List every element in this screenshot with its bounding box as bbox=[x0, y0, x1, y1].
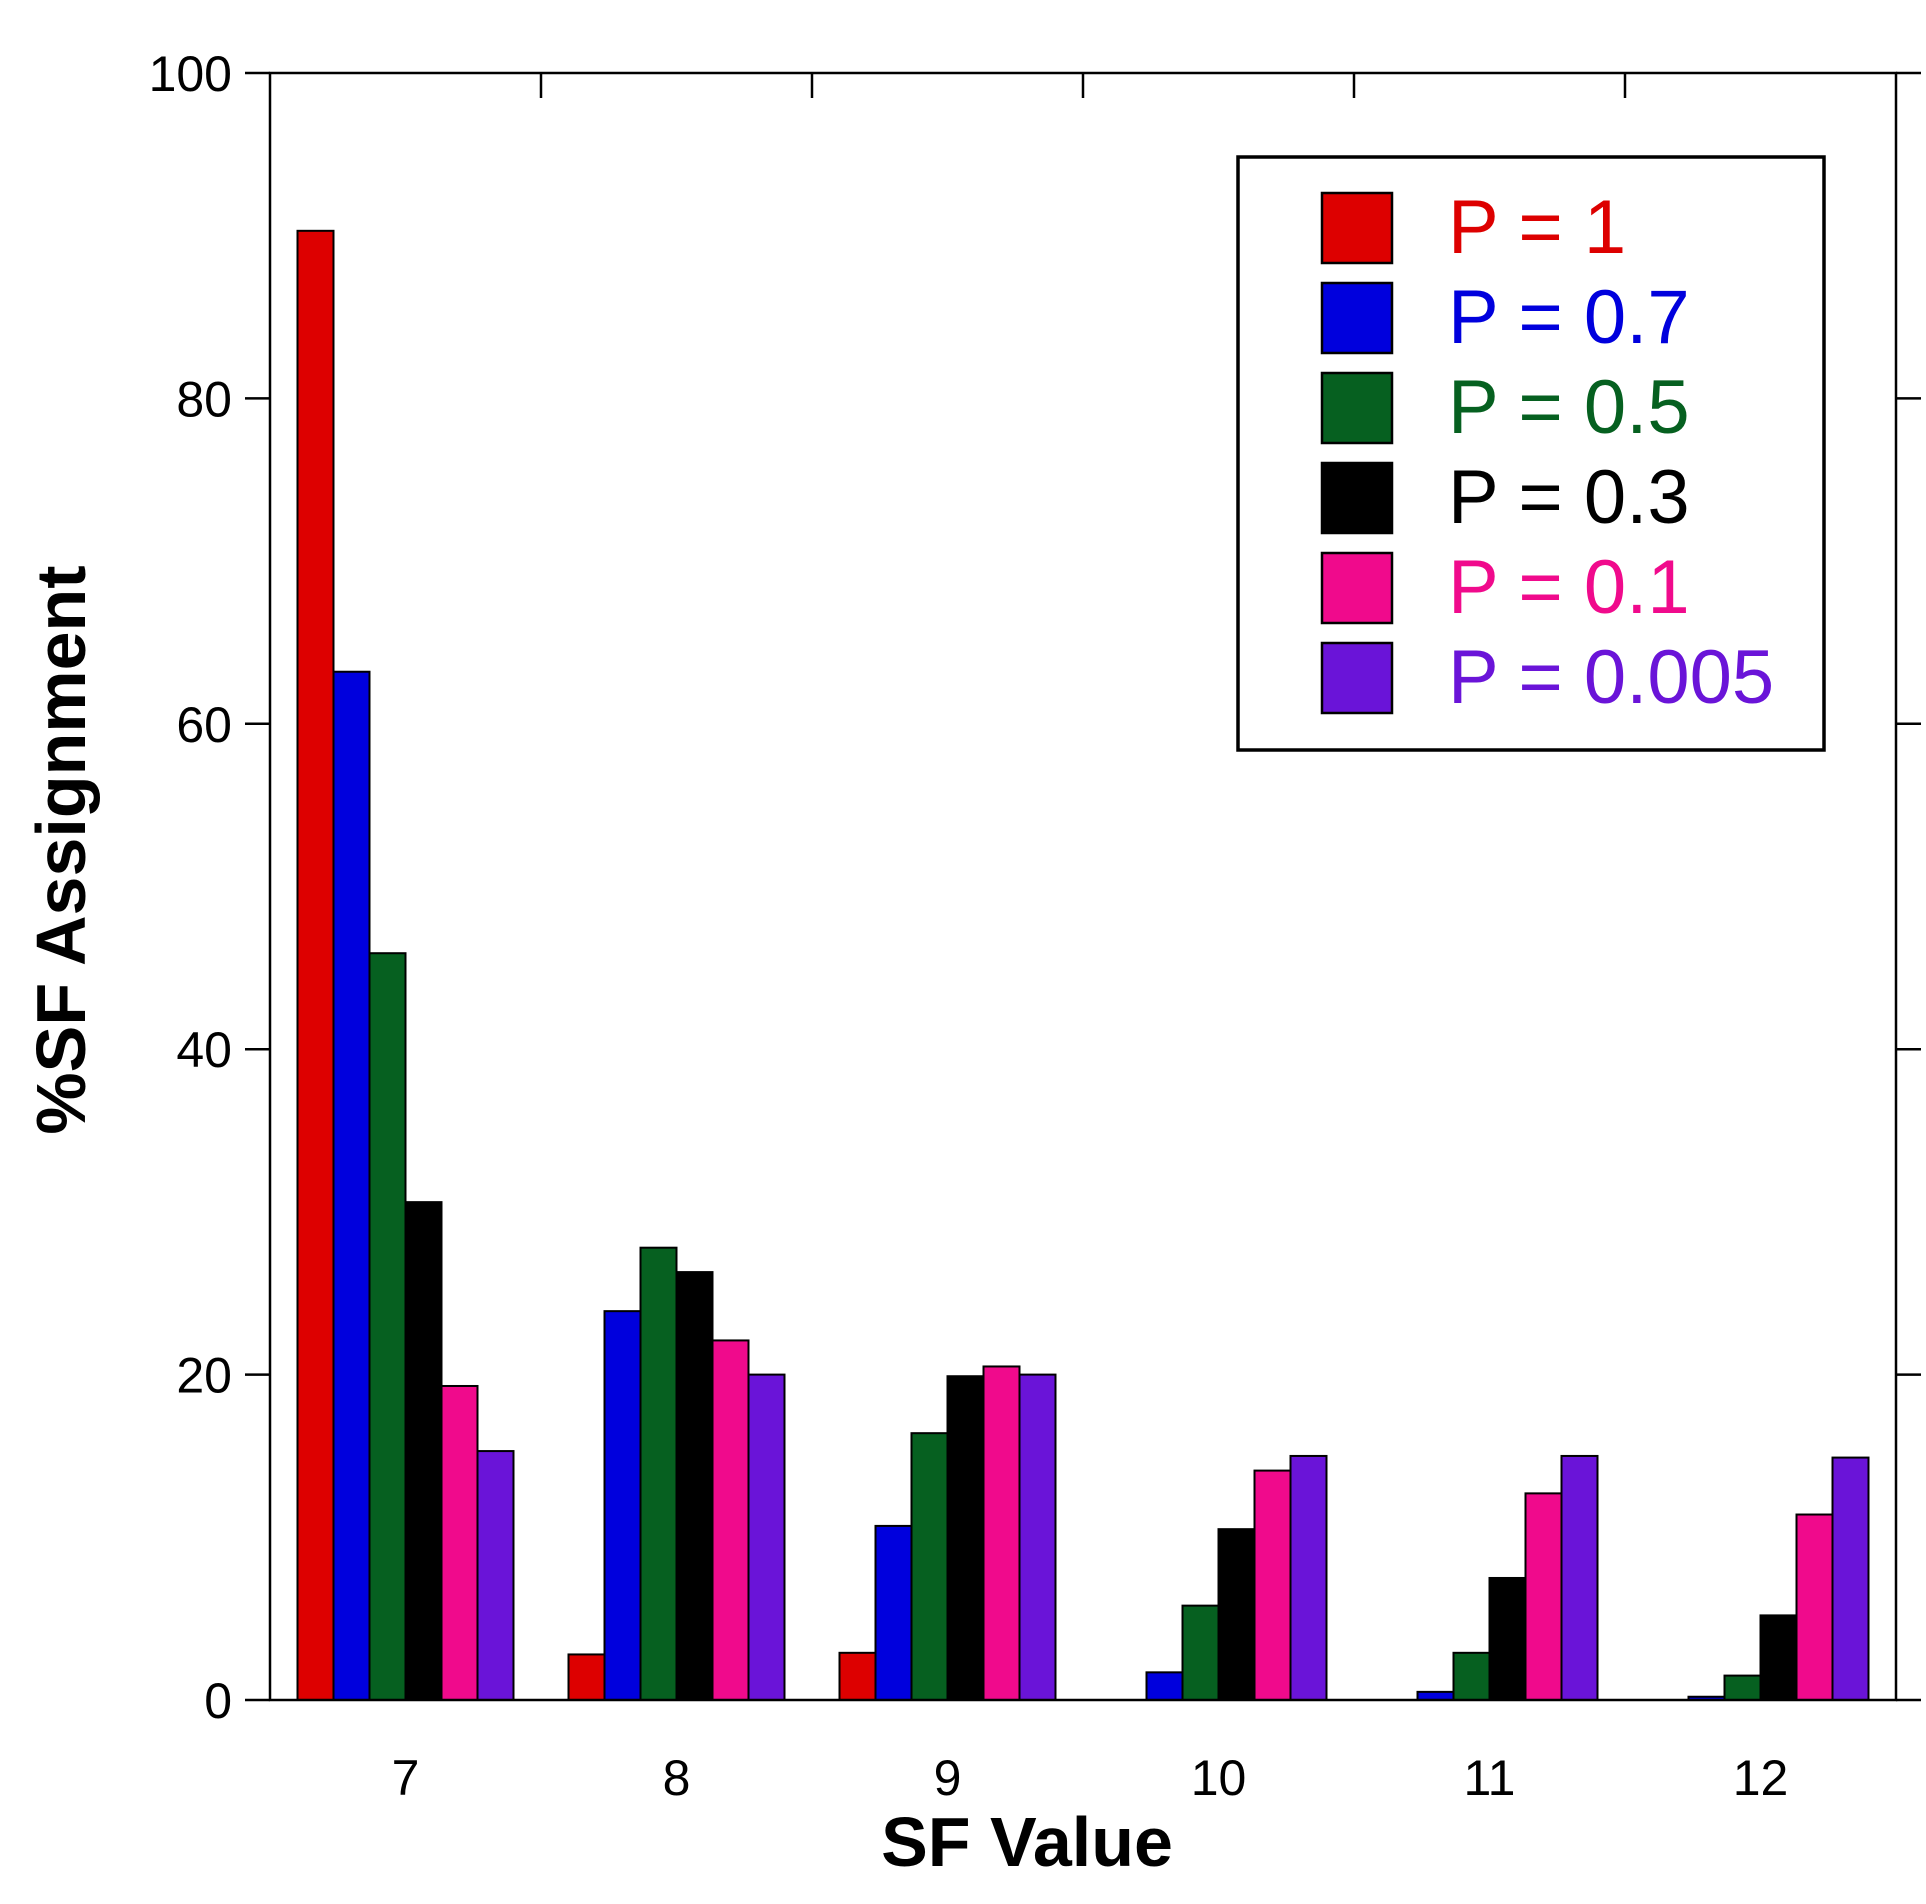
bar-P1-sf9 bbox=[838, 1651, 877, 1702]
y-tick-label: 100 bbox=[149, 46, 232, 102]
x-axis-title: SF Value bbox=[881, 1803, 1173, 1881]
legend-swatch bbox=[1320, 641, 1394, 715]
bar-P0_1-sf11 bbox=[1524, 1492, 1563, 1701]
legend-label: P = 0.5 bbox=[1448, 365, 1690, 450]
y-tick-label: 80 bbox=[176, 371, 232, 427]
bar-P0_7-sf10 bbox=[1145, 1671, 1184, 1701]
x-tick-label: 8 bbox=[663, 1750, 691, 1806]
legend-label: P = 0.1 bbox=[1448, 545, 1690, 630]
x-tick-label: 12 bbox=[1733, 1750, 1789, 1806]
legend-swatch bbox=[1320, 371, 1394, 445]
legend: P = 1P = 0.7P = 0.5P = 0.3P = 0.1P = 0.0… bbox=[1236, 155, 1826, 752]
bar-P0_7-sf8 bbox=[603, 1310, 642, 1701]
y-tick-label: 0 bbox=[204, 1673, 232, 1729]
y-tick-label: 20 bbox=[176, 1348, 232, 1404]
bar-P0_1-sf7 bbox=[440, 1384, 479, 1701]
x-tick-label: 10 bbox=[1191, 1750, 1247, 1806]
y-tick-label: 40 bbox=[176, 1022, 232, 1078]
legend-label: P = 0.005 bbox=[1448, 635, 1774, 720]
bar-P0_7-sf9 bbox=[874, 1524, 913, 1702]
bar-P0_005-sf12 bbox=[1831, 1456, 1870, 1702]
bar-P0_005-sf8 bbox=[747, 1373, 786, 1701]
bar-P0_1-sf12 bbox=[1795, 1513, 1834, 1701]
legend-label: P = 0.7 bbox=[1448, 275, 1690, 360]
legend-swatch bbox=[1320, 461, 1394, 535]
bar-P1-sf8 bbox=[567, 1653, 606, 1701]
legend-label: P = 0.3 bbox=[1448, 455, 1690, 540]
bar-P0_5-sf7 bbox=[368, 952, 407, 1701]
bar-P0_005-sf9 bbox=[1018, 1373, 1057, 1701]
bar-P0_3-sf11 bbox=[1488, 1576, 1527, 1701]
bar-P1-sf7 bbox=[296, 229, 335, 1702]
legend-swatch bbox=[1320, 551, 1394, 625]
bar-P0_005-sf7 bbox=[476, 1450, 515, 1701]
bar-P0_005-sf10 bbox=[1289, 1454, 1328, 1701]
bar-P0_5-sf11 bbox=[1452, 1651, 1491, 1702]
legend-swatch bbox=[1320, 281, 1394, 355]
bar-P0_3-sf9 bbox=[946, 1375, 985, 1702]
bar-P0_3-sf12 bbox=[1759, 1614, 1798, 1701]
bar-P0_5-sf12 bbox=[1723, 1674, 1762, 1701]
bar-P0_5-sf9 bbox=[910, 1432, 949, 1701]
bar-P0_5-sf8 bbox=[639, 1246, 678, 1701]
y-axis-title: %SF Assignment bbox=[22, 565, 100, 1134]
bar-P0_7-sf7 bbox=[332, 670, 371, 1702]
bar-P0_1-sf8 bbox=[711, 1339, 750, 1701]
legend-swatch bbox=[1320, 191, 1394, 265]
x-tick-label: 11 bbox=[1464, 1750, 1516, 1806]
bar-P0_5-sf10 bbox=[1181, 1604, 1220, 1702]
y-tick-label: 60 bbox=[176, 697, 232, 753]
bar-P0_3-sf8 bbox=[675, 1271, 714, 1701]
bar-P0_1-sf10 bbox=[1253, 1469, 1292, 1702]
bar-P0_3-sf7 bbox=[404, 1201, 443, 1701]
bars-layer bbox=[296, 229, 1870, 1702]
bar-P0_3-sf10 bbox=[1217, 1528, 1256, 1702]
x-tick-label: 9 bbox=[934, 1750, 962, 1806]
legend-label: P = 1 bbox=[1448, 185, 1626, 270]
bar-P0_1-sf9 bbox=[982, 1365, 1021, 1701]
x-tick-label: 7 bbox=[392, 1750, 420, 1806]
bar-P0_005-sf11 bbox=[1560, 1454, 1599, 1701]
ticks-layer: 0 20 40 60 80 100 7 8 9 10 11 12 bbox=[149, 46, 1921, 1806]
